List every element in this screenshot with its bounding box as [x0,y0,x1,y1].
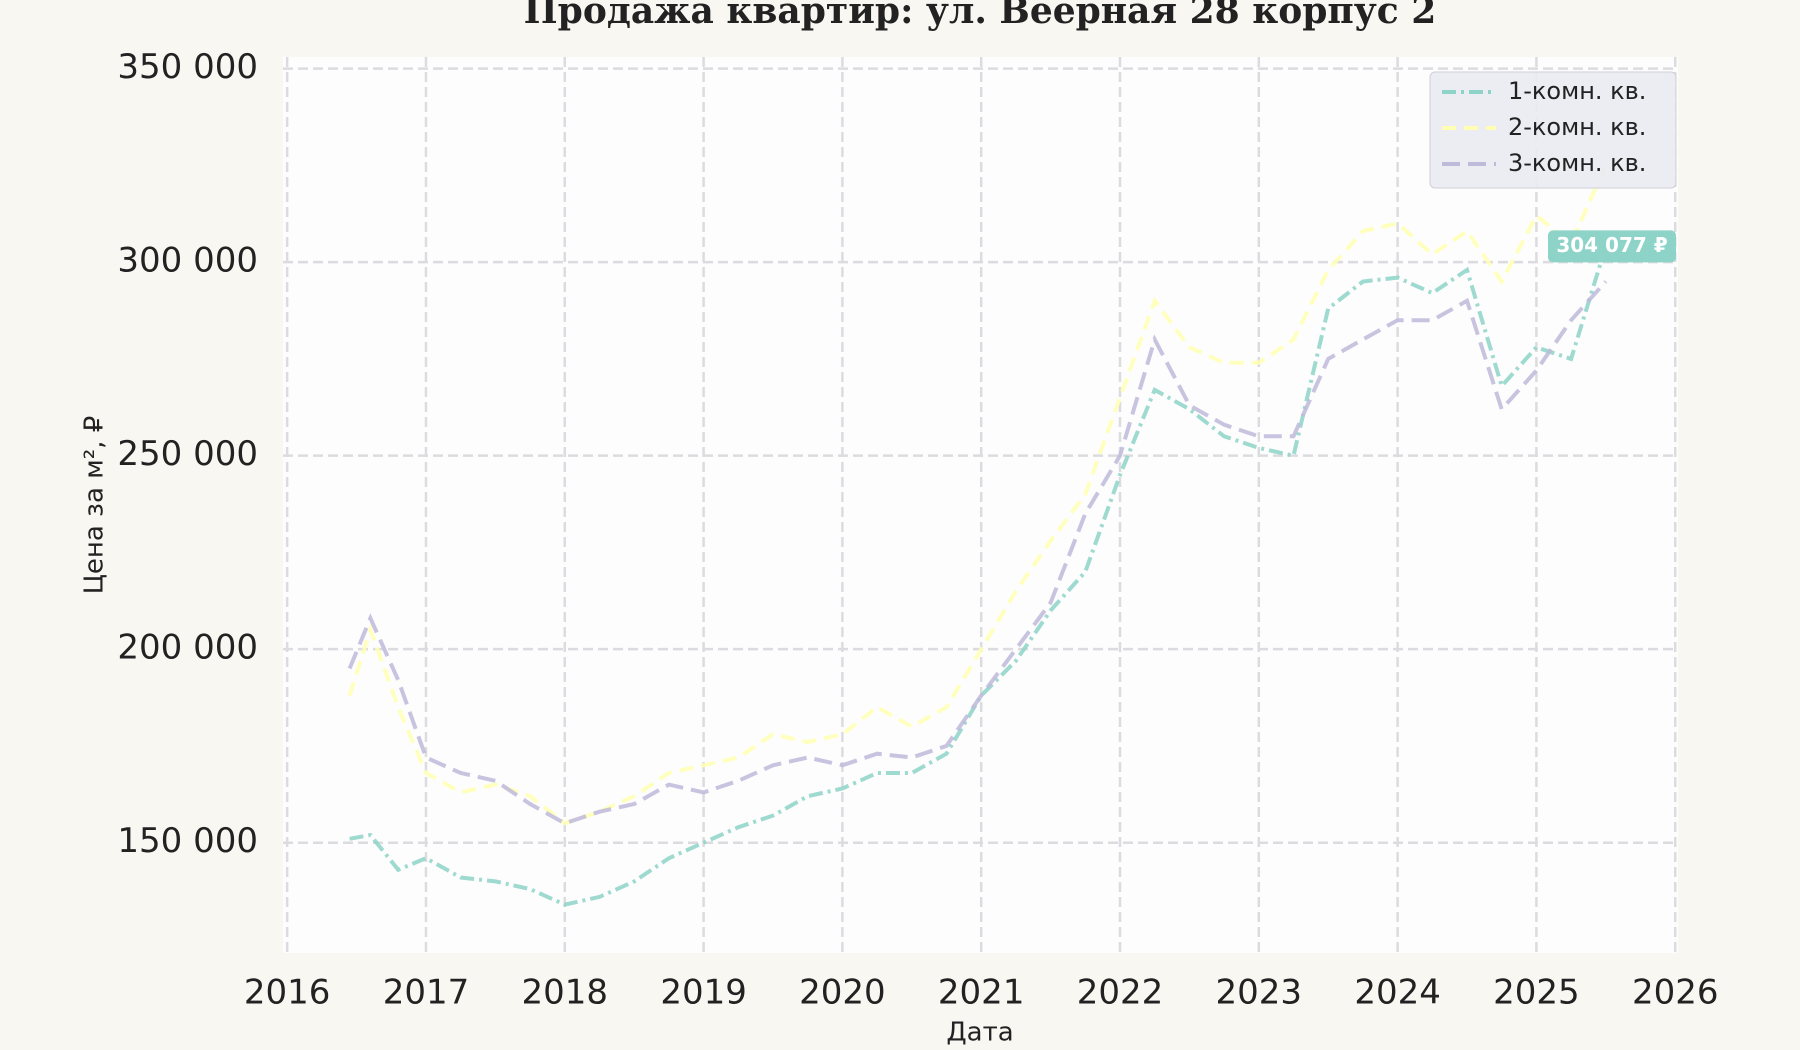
series-line [349,245,1608,907]
plot-area [283,57,1678,953]
y-tick-label: 250 000 [117,434,258,474]
chart-title: Продажа квартир: ул. Веерная 28 корпус 2 [524,0,1437,32]
x-tick-label: 2019 [660,973,747,1013]
y-tick-label: 150 000 [117,821,258,861]
x-tick-label: 2023 [1216,973,1303,1013]
x-tick-label: 2017 [383,973,470,1013]
y-tick-label: 200 000 [117,628,258,668]
series-line [347,164,1608,826]
value-badge-label: 304 077 ₽ [1556,233,1667,257]
y-axis-label: Цена за м², ₽ [80,416,110,595]
y-tick-label: 300 000 [117,241,258,281]
x-tick-label: 2016 [244,973,331,1013]
x-tick-label: 2020 [799,973,886,1013]
value-badge [1548,230,1676,263]
y-tick-label: 350 000 [117,47,258,87]
x-tick-label: 2025 [1493,973,1580,1013]
x-tick-label: 2024 [1354,973,1441,1013]
series-line [347,280,1608,826]
legend-label: 2-комн. кв. [1508,113,1646,141]
legend [1429,71,1677,189]
x-axis-label: Дата [946,1018,1013,1048]
legend-label: 1-комн. кв. [1508,77,1646,105]
x-tick-label: 2022 [1077,973,1164,1013]
x-tick-label: 2018 [522,973,609,1013]
x-tick-label: 2021 [938,973,1025,1013]
legend-label: 3-комн. кв. [1508,149,1646,177]
x-tick-label: 2026 [1632,973,1719,1013]
